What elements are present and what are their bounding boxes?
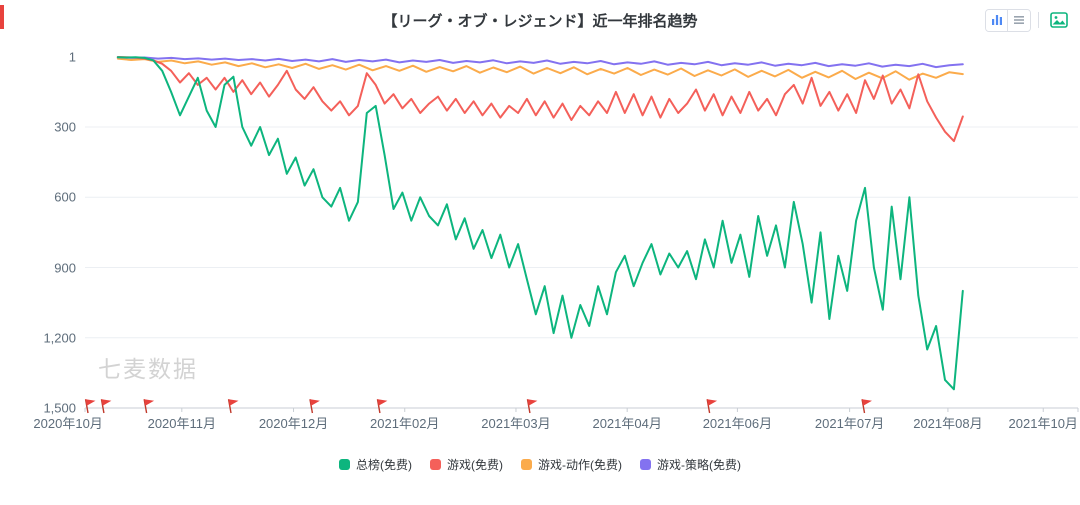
watermark: 七麦数据: [98, 356, 198, 382]
legend-marker: [430, 459, 441, 470]
x-axis-label: 2021年03月: [481, 416, 551, 431]
legend-item-overall-free[interactable]: 总榜(免费): [339, 456, 412, 473]
bar-chart-view-button[interactable]: [986, 9, 1008, 31]
y-axis-label: 1,200: [43, 330, 76, 346]
accent-bar: [0, 5, 4, 29]
x-axis-label: 2021年02月: [370, 416, 440, 431]
event-flag-icon: [227, 399, 239, 414]
y-axis-label: 300: [54, 119, 76, 135]
y-axis-label: 1: [68, 49, 76, 65]
x-axis-label: 2021年08月: [913, 416, 983, 431]
view-toggle-group: [985, 8, 1031, 32]
event-flag-icon: [143, 399, 155, 414]
image-export-icon: [1050, 12, 1068, 28]
export-image-button[interactable]: [1046, 8, 1072, 32]
bar-chart-icon: [991, 15, 1002, 25]
chart-controls: [985, 8, 1072, 32]
event-flag-icon: [526, 399, 538, 414]
legend-marker: [339, 459, 350, 470]
event-flag-icon: [376, 399, 388, 414]
y-axis-label: 900: [54, 260, 76, 275]
chart-title: 【リーグ・オブ・レジェンド】近一年排名趋势: [382, 13, 698, 30]
event-flag-icon: [100, 399, 112, 414]
event-flag-icon: [706, 399, 718, 414]
x-axis-label: 2020年11月: [147, 416, 217, 431]
legend-label: 游戏-策略(免费): [657, 458, 741, 472]
legend-item-games-free[interactable]: 游戏(免费): [430, 456, 503, 473]
x-axis-label: 2021年07月: [814, 416, 885, 431]
x-axis-label: 2020年12月: [258, 416, 329, 431]
legend-marker: [640, 459, 651, 470]
legend-item-strategy-free[interactable]: 游戏-策略(免费): [640, 456, 741, 473]
x-axis-label: 2020年10月: [33, 416, 103, 431]
y-axis-label: 1,500: [43, 400, 76, 416]
legend: 总榜(免费) 游戏(免费) 游戏-动作(免费) 游戏-策略(免费): [0, 456, 1080, 473]
legend-label: 总榜(免费): [356, 458, 412, 472]
x-axis-label: 2021年04月: [592, 416, 662, 431]
x-axis-label: 2021年06月: [702, 416, 773, 431]
legend-label: 游戏-动作(免费): [538, 458, 622, 472]
x-axis-label: 2021年10月: [1008, 416, 1078, 431]
legend-item-action-free[interactable]: 游戏-动作(免费): [521, 456, 622, 473]
list-icon: [1014, 16, 1024, 24]
y-axis-label: 600: [54, 189, 76, 205]
event-flag-icon: [861, 399, 872, 414]
legend-marker: [521, 459, 532, 470]
legend-label: 游戏(免费): [447, 458, 503, 472]
list-view-button[interactable]: [1008, 9, 1030, 31]
controls-divider: [1038, 12, 1039, 28]
event-flag-icon: [84, 399, 96, 414]
event-flag-icon: [309, 399, 320, 414]
